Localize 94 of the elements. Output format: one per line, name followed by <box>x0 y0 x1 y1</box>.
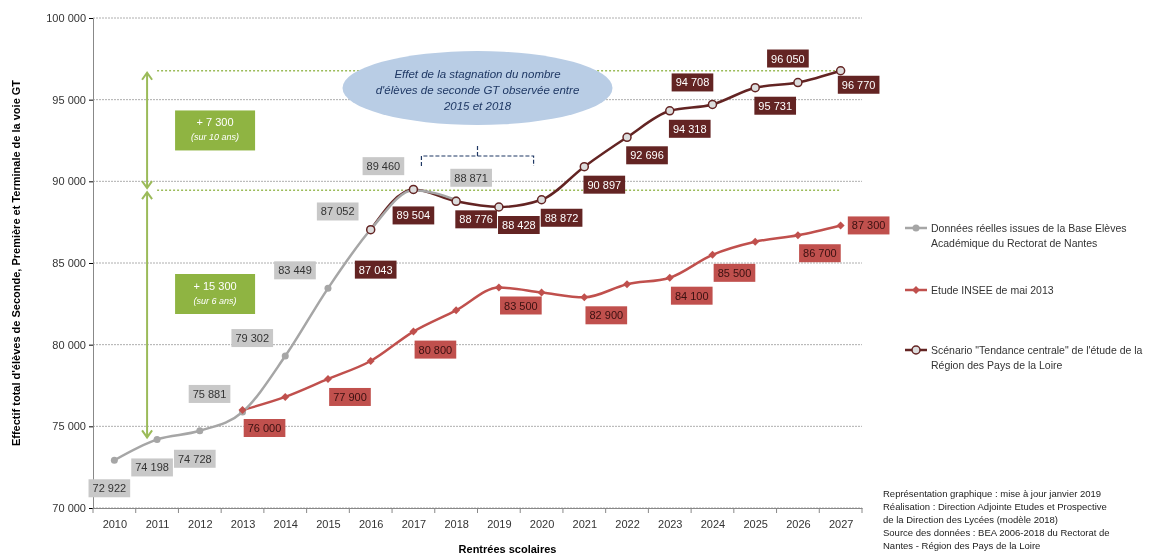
point <box>281 392 290 401</box>
legend-label: Scénario "Tendance centrale" de l'étude de la Région des Pays de la Loire <box>931 344 1143 371</box>
text: Représentation graphique : mise à jour janvier 2019 Réalisation : Direction Adjointe Etudes et Prospective de la Direction des Lycées (modèle 2018) Source des données : BEA 2006-2018 du Rectorat de Nantes - Région des Pays de la Loire <box>883 488 1110 551</box>
data-label: 83 500 <box>504 299 538 312</box>
data-label: 92 696 <box>630 149 664 162</box>
data-label: 87 043 <box>358 263 393 276</box>
point <box>537 288 546 297</box>
annotation: + 7 300 (sur 10 ans) <box>191 116 240 143</box>
data-label: 72 922 <box>92 482 127 495</box>
x-axis-title: Rentrées scolaires <box>458 543 557 555</box>
y-tick-label: 95 000 <box>52 93 86 106</box>
data-label: 87 300 <box>851 219 886 232</box>
point <box>793 231 802 240</box>
data-label: 90 897 <box>587 178 622 191</box>
point <box>665 273 674 282</box>
point <box>708 250 717 259</box>
x-tick-label: 2011 <box>145 517 170 530</box>
point <box>281 352 289 360</box>
x-tick-label: 2018 <box>444 517 469 530</box>
data-label: 94 318 <box>672 122 707 135</box>
data-label: 88 428 <box>502 219 536 232</box>
point <box>196 427 204 435</box>
data-label: 89 504 <box>396 209 431 222</box>
point <box>452 306 461 315</box>
x-tick-label: 2013 <box>230 517 256 530</box>
x-tick-label: 2022 <box>615 517 640 530</box>
x-tick-label: 2012 <box>188 517 213 530</box>
point <box>153 435 161 443</box>
x-tick-label: 2021 <box>572 517 598 530</box>
annotation: + 15 300 (sur 6 ans) <box>193 280 237 306</box>
data-label: 94 708 <box>675 76 710 89</box>
data-label: 83 449 <box>278 264 312 277</box>
x-tick-label: 2023 <box>658 517 683 530</box>
x-tick-label: 2015 <box>316 517 341 530</box>
data-label: 74 728 <box>177 452 212 465</box>
point <box>366 357 375 365</box>
data-label: 89 460 <box>366 160 401 173</box>
y-tick-label: 100 000 <box>46 12 86 25</box>
y-tick-label: 75 000 <box>52 420 86 433</box>
point <box>836 221 845 230</box>
point <box>623 280 632 289</box>
point <box>793 77 803 88</box>
legend-label: Etude INSEE de mai 2013 <box>931 284 1054 296</box>
point <box>110 456 118 464</box>
data-label: 77 900 <box>333 390 367 403</box>
y-tick-label: 70 000 <box>52 502 86 515</box>
x-tick-label: 2016 <box>358 517 384 530</box>
y-tick-label: 80 000 <box>52 338 86 351</box>
point <box>665 106 675 116</box>
point <box>579 161 590 172</box>
x-tick-label: 2020 <box>529 517 555 530</box>
data-label: 88 871 <box>454 171 488 184</box>
point <box>751 237 760 246</box>
data-label: 82 900 <box>589 309 624 322</box>
legend-label: Données réelles issues de la Base Elèves Académique du Rectorat de Nantes <box>931 222 1127 249</box>
y-tick-label: 90 000 <box>52 175 86 188</box>
text-box: + 7 300 (sur 10 ans) <box>175 110 256 151</box>
point <box>323 374 332 383</box>
data-label: 88 776 <box>459 213 493 226</box>
data-label: 84 100 <box>674 289 709 302</box>
point <box>622 132 632 143</box>
data-label: 75 881 <box>192 387 227 400</box>
data-label: 86 700 <box>803 247 837 260</box>
data-label: 96 050 <box>771 52 805 65</box>
data-label: 76 000 <box>247 422 282 434</box>
point <box>494 283 503 292</box>
y-axis-title: Effectif total d'élèves de Seconde, Première et Terminale de la voie GT <box>10 79 22 447</box>
point <box>409 327 418 336</box>
point <box>580 293 589 302</box>
x-tick-label: 2019 <box>487 517 512 530</box>
data-label: 85 500 <box>717 266 752 279</box>
point <box>536 195 547 205</box>
x-tick-label: 2025 <box>743 517 768 530</box>
point <box>494 202 504 212</box>
x-tick-label: 2017 <box>401 517 427 530</box>
data-label: 74 198 <box>135 461 169 474</box>
data-label: 80 800 <box>418 343 453 356</box>
point <box>750 82 760 93</box>
data-label: 95 731 <box>758 99 793 112</box>
x-tick-label: 2010 <box>102 517 128 530</box>
data-label: 96 770 <box>841 78 876 91</box>
data-label: 79 302 <box>235 332 270 345</box>
annotation: Effet de la stagnation du nombre d'élèves de seconde GT observée entre 2015 et 2018 <box>375 68 580 112</box>
data-label: 88 872 <box>544 211 579 224</box>
point <box>835 66 846 76</box>
data-label: 87 052 <box>320 205 355 218</box>
x-tick-label: 2027 <box>828 517 854 530</box>
x-tick-label: 2024 <box>700 517 726 530</box>
x-tick-label: 2014 <box>273 517 298 530</box>
point <box>324 284 332 292</box>
y-tick-label: 85 000 <box>52 257 86 270</box>
point <box>707 99 718 110</box>
x-tick-label: 2026 <box>786 517 811 530</box>
text-box: + 15 300 (sur 6 ans) <box>175 274 256 314</box>
